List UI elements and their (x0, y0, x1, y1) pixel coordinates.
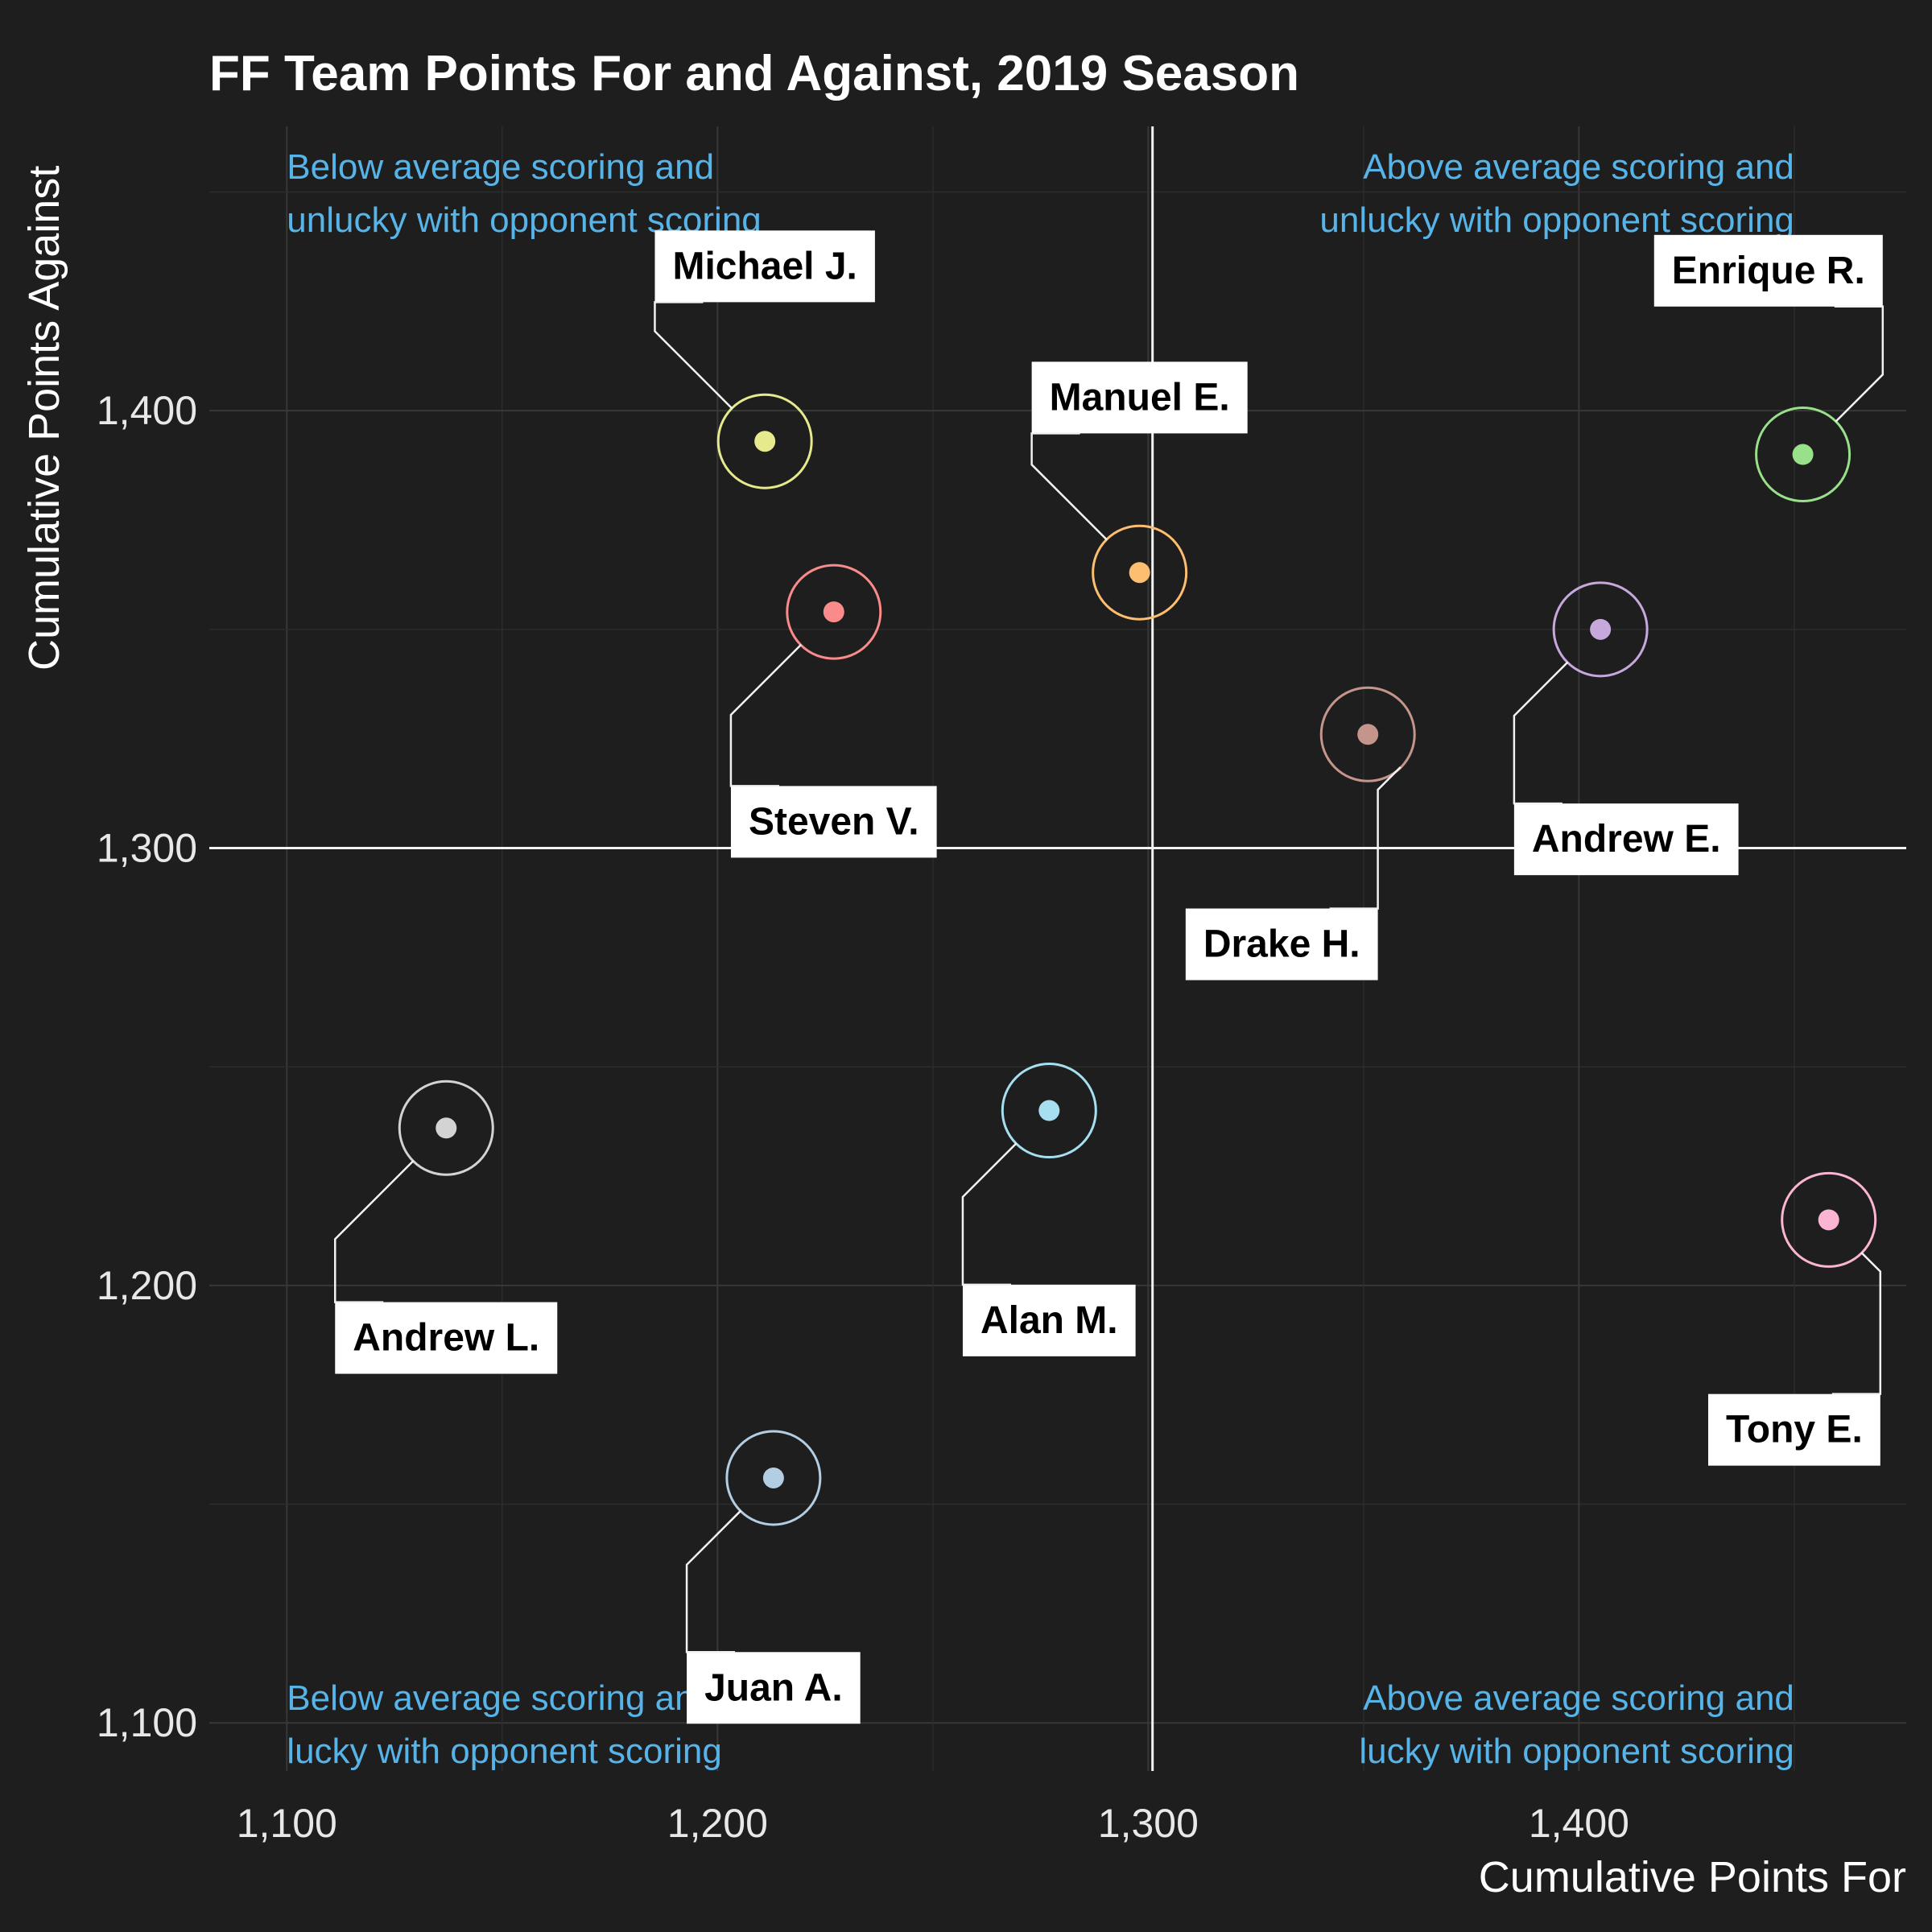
point-halo (716, 393, 813, 489)
point-halo (1552, 581, 1649, 678)
quadrant-label-line: Above average scoring and (1363, 1678, 1794, 1718)
y-tick-label: 1,100 (97, 1700, 197, 1745)
data-point (823, 601, 844, 623)
x-axis-ticks: 1,100 1,200 1,300 1,400 (237, 1801, 1629, 1846)
point-halo (725, 1430, 822, 1526)
x-axis-title: Cumulative Points For (1479, 1853, 1906, 1901)
label-leader-line (961, 1142, 1018, 1286)
label-leader-line (1831, 1252, 1882, 1395)
point-label: Tony E. (1726, 1409, 1863, 1451)
data-point (754, 431, 776, 452)
data-points (398, 393, 1877, 1526)
point-label: Steven V. (749, 800, 919, 843)
point-label: Manuel E. (1050, 376, 1230, 419)
x-tick-label: 1,400 (1529, 1801, 1629, 1846)
y-axis-ticks: 1,100 1,200 1,300 1,400 (97, 388, 197, 1745)
point-label-box (1185, 908, 1378, 980)
point-label-box (1513, 803, 1739, 876)
quadrant-label-line: lucky with opponent scoring (1359, 1732, 1794, 1771)
point-halo (1001, 1063, 1097, 1159)
label-leader-line (685, 1509, 742, 1653)
point-label-box (1653, 234, 1883, 307)
point-label: Michael J. (672, 245, 857, 287)
point-halo (1319, 686, 1416, 782)
point-label: Drake H. (1203, 923, 1360, 966)
point-halo (1781, 1171, 1877, 1268)
label-leader-line (1834, 305, 1885, 423)
label-leader-line (654, 301, 733, 410)
point-label-box (962, 1284, 1136, 1356)
chart-title: FF Team Points For and Against, 2019 Sea… (209, 46, 1299, 101)
quadrant-label: Above average scoring and lucky with oppo… (1359, 1678, 1794, 1771)
label-leader-line (334, 1159, 415, 1303)
point-label: Alan M. (980, 1299, 1118, 1342)
data-point (1357, 724, 1379, 745)
data-point (1129, 562, 1150, 584)
data-point (436, 1117, 457, 1139)
y-axis-title: Cumulative Points Against (20, 166, 68, 671)
x-tick-label: 1,200 (667, 1801, 768, 1846)
y-tick-label: 1,300 (97, 826, 197, 871)
point-label-box (687, 1652, 861, 1724)
data-point (762, 1467, 784, 1488)
point-label: Juan A. (704, 1666, 843, 1709)
point-halo (1755, 407, 1852, 503)
point-label: Andrew E. (1532, 818, 1721, 861)
point-halo (398, 1080, 494, 1176)
label-leader-line (1513, 661, 1569, 805)
label-leader-line (1329, 766, 1402, 910)
quadrant-labels: Below average scoring and unlucky with op… (287, 147, 1794, 1771)
x-tick-label: 1,300 (1098, 1801, 1199, 1846)
point-label-box (335, 1302, 558, 1374)
y-tick-label: 1,200 (97, 1263, 197, 1308)
point-label-box (1708, 1393, 1880, 1466)
label-leader-line (729, 643, 803, 787)
point-labels: Michael J. Steven V. Manuel E. Enrique R. Dr… (334, 230, 1885, 1724)
x-tick-label: 1,100 (237, 1801, 337, 1846)
point-halo (786, 564, 882, 660)
quadrant-label-line: Below average scoring and (287, 1678, 714, 1718)
quadrant-label-line: Below average scoring and (287, 147, 714, 187)
quadrant-label-line: lucky with opponent scoring (287, 1732, 722, 1771)
point-label-box (654, 230, 875, 303)
y-tick-label: 1,400 (97, 388, 197, 433)
point-label-box (1031, 361, 1248, 434)
quadrant-label-line: Above average scoring and (1363, 147, 1794, 187)
data-point (1590, 618, 1612, 640)
quadrant-label: Above average scoring and unlucky with op… (1319, 147, 1794, 240)
point-label: Andrew L. (353, 1317, 539, 1360)
quadrant-label-line: unlucky with opponent scoring (1319, 200, 1794, 240)
label-leader-line (1030, 432, 1108, 541)
data-point (1818, 1209, 1839, 1231)
data-point (1038, 1100, 1060, 1121)
point-label: Enrique R. (1672, 250, 1865, 292)
point-halo (1092, 524, 1188, 621)
quadrant-label: Below average scoring and lucky with oppo… (287, 1678, 722, 1771)
point-label-box (730, 786, 937, 858)
data-point (1792, 444, 1814, 465)
